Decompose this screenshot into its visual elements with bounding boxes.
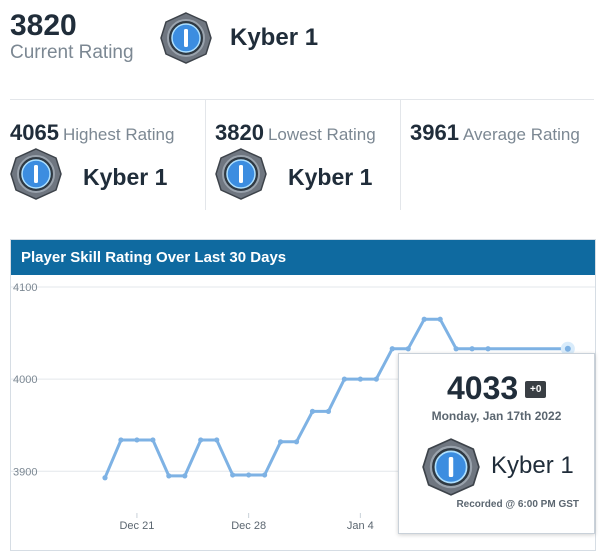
lowest-rating-stat: 3820 Lowest Rating Kyber 1 bbox=[215, 100, 400, 210]
highest-rating-stat: 4065 Highest Rating Kyber 1 bbox=[10, 100, 205, 210]
tooltip-rating-value: 4033 bbox=[447, 370, 519, 406]
data-point bbox=[405, 346, 411, 352]
data-point bbox=[198, 437, 204, 443]
data-point bbox=[453, 346, 459, 352]
data-point bbox=[150, 437, 156, 443]
data-point bbox=[246, 472, 252, 478]
current-rating-value: 3820 bbox=[10, 9, 77, 42]
highest-rating-tier: Kyber 1 bbox=[83, 164, 168, 190]
kyber-rank-badge-icon bbox=[160, 12, 212, 64]
tooltip-delta-badge: +0 bbox=[525, 381, 547, 398]
data-point bbox=[469, 346, 475, 352]
data-point bbox=[277, 439, 284, 445]
y-tick-label: 3900 bbox=[13, 466, 37, 478]
divider bbox=[10, 99, 594, 100]
data-point bbox=[293, 439, 300, 445]
kyber-rank-badge-icon bbox=[215, 148, 267, 200]
tooltip-recorded-time: Recorded @ 6:00 PM GST bbox=[456, 499, 579, 510]
average-rating-value: 3961 bbox=[410, 120, 459, 145]
data-point bbox=[102, 475, 108, 481]
data-point bbox=[421, 316, 427, 322]
x-tick-label: Dec 28 bbox=[231, 520, 266, 532]
data-point bbox=[485, 346, 491, 352]
data-point bbox=[373, 376, 379, 382]
data-point bbox=[357, 376, 363, 382]
data-point bbox=[437, 316, 443, 322]
tooltip-date: Monday, Jan 17th 2022 bbox=[431, 409, 562, 423]
current-rating-label: Current Rating bbox=[10, 42, 134, 63]
data-point bbox=[325, 408, 332, 414]
chart-tooltip: 4033 +0 Monday, Jan 17th 2022 Kyber 1 Re… bbox=[398, 353, 595, 534]
data-point bbox=[230, 472, 236, 478]
lowest-rating-tier: Kyber 1 bbox=[288, 164, 373, 190]
y-tick-label: 4000 bbox=[13, 374, 37, 386]
y-tick-label: 4100 bbox=[13, 282, 37, 294]
data-point bbox=[214, 437, 220, 443]
chart-title: Player Skill Rating Over Last 30 Days bbox=[11, 240, 595, 275]
current-rating: 3820 Current Rating bbox=[10, 10, 134, 64]
average-rating-stat: 3961 Average Rating bbox=[410, 100, 594, 210]
data-point bbox=[341, 376, 347, 382]
data-point bbox=[309, 408, 316, 414]
rating-series-line bbox=[103, 317, 570, 480]
data-point bbox=[134, 437, 140, 443]
data-point bbox=[166, 473, 172, 479]
lowest-rating-value: 3820 bbox=[215, 120, 264, 145]
x-tick-label: Jan 4 bbox=[347, 520, 374, 532]
kyber-rank-badge-icon bbox=[422, 438, 480, 496]
average-rating-label: Average Rating bbox=[462, 125, 580, 144]
current-tier-label: Kyber 1 bbox=[230, 24, 319, 51]
x-tick-label: Dec 21 bbox=[119, 520, 154, 532]
data-point bbox=[389, 346, 395, 352]
highest-rating-value: 4065 bbox=[10, 120, 59, 145]
tooltip-tier-label: Kyber 1 bbox=[491, 452, 574, 479]
lowest-rating-label: Lowest Rating bbox=[267, 125, 376, 144]
data-point bbox=[262, 472, 268, 478]
highest-rating-label: Highest Rating bbox=[62, 125, 175, 144]
divider bbox=[400, 100, 401, 210]
kyber-rank-badge-icon bbox=[10, 148, 62, 200]
divider bbox=[205, 100, 206, 210]
data-point bbox=[118, 437, 124, 443]
data-point bbox=[182, 473, 188, 479]
